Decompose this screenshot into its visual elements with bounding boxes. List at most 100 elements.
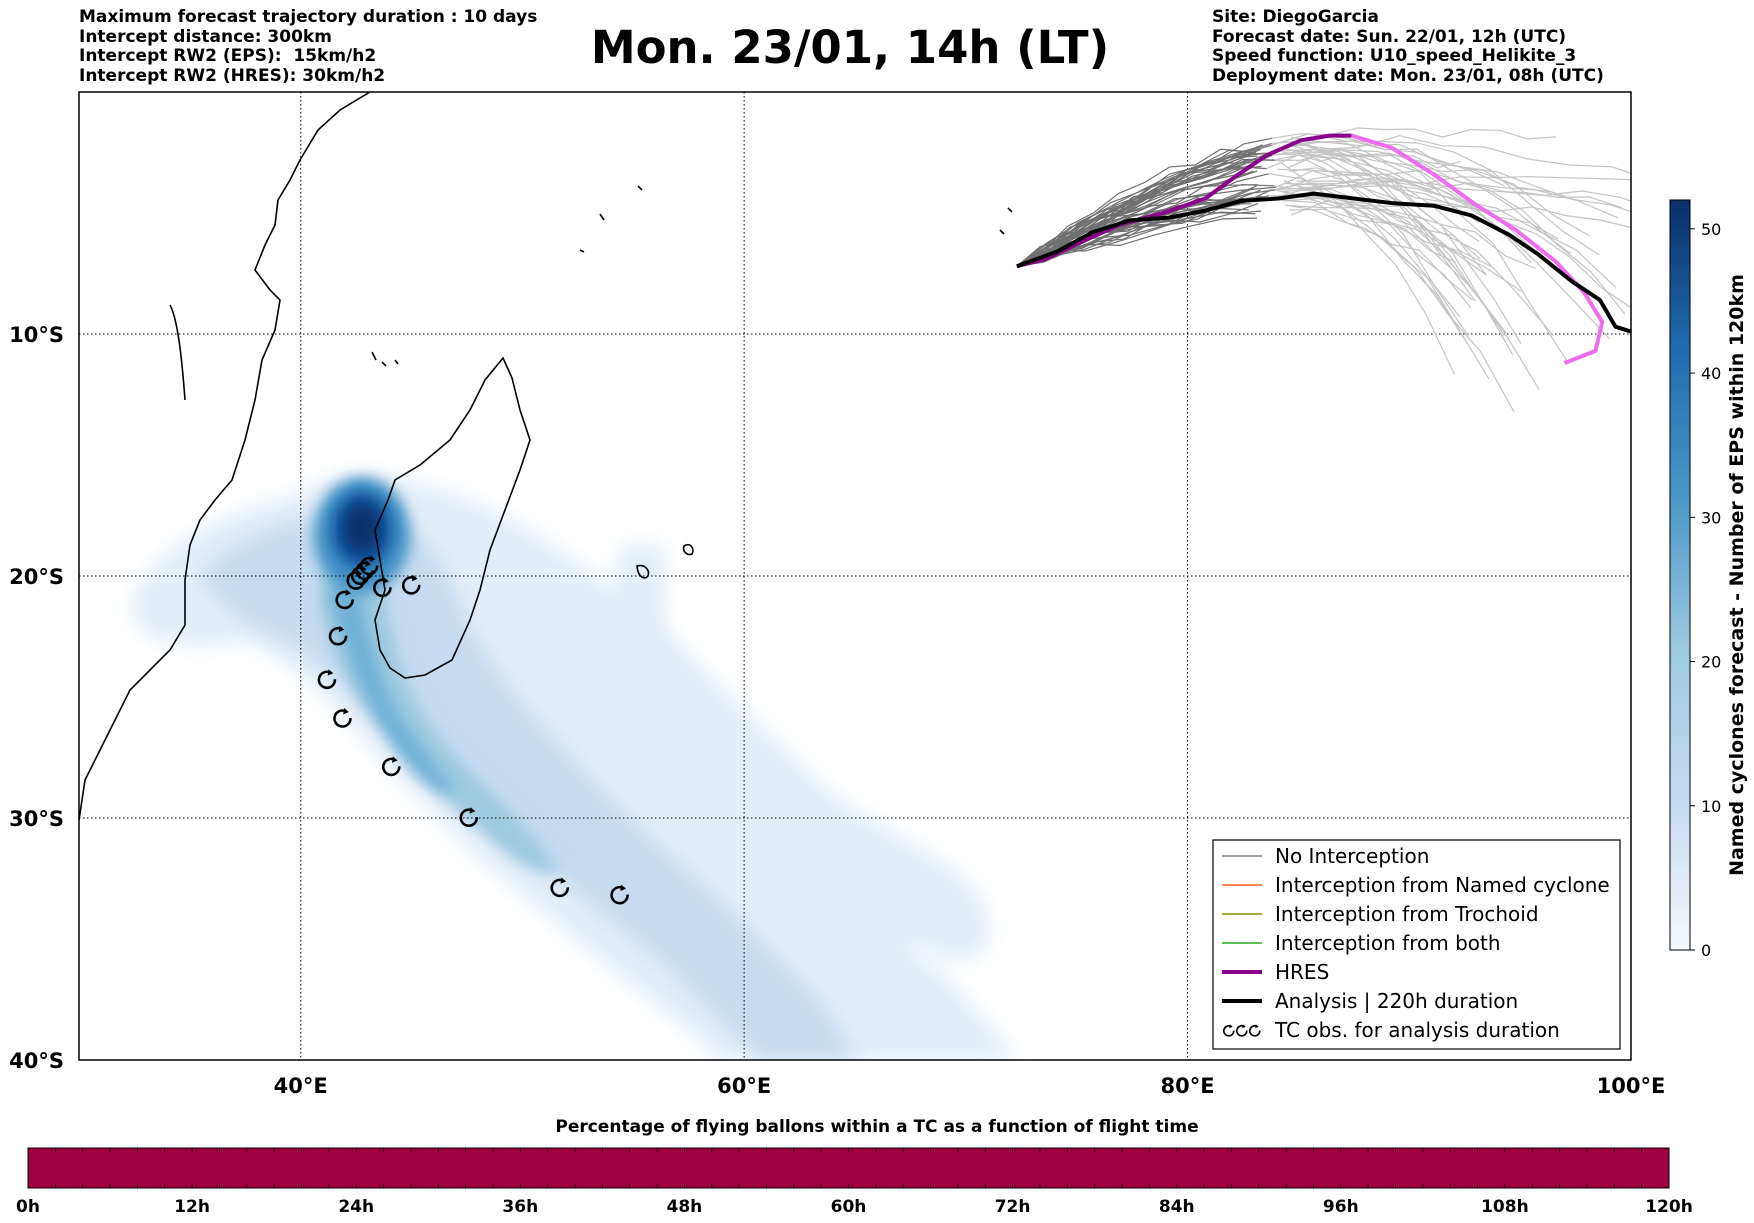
legend-label: Interception from Trochoid (1275, 902, 1539, 926)
legend-label: TC obs. for analysis duration (1274, 1018, 1560, 1042)
tc-symbol-icon (381, 756, 401, 777)
lat-tick-label: 20°S (9, 565, 64, 589)
tc-symbol-icon (550, 877, 569, 898)
legend-tc-symbol-icon (1223, 1024, 1261, 1037)
ensemble-track (1282, 152, 1469, 203)
time-tick-label: 108h (1481, 1197, 1529, 1217)
ensemble-track (1016, 137, 1273, 267)
time-tick-label: 120h (1645, 1197, 1693, 1217)
legend-box (1212, 839, 1621, 1050)
coastline-comoros (371, 351, 399, 367)
colorbar-tick-label: 40 (1701, 364, 1721, 383)
ensemble-track (1272, 135, 1631, 174)
analysis-track (1016, 191, 1631, 334)
ensemble-track (1016, 197, 1244, 267)
lat-tick-label: 30°S (9, 807, 64, 831)
tc-symbol-icon (610, 884, 629, 905)
flight-time-tick-labels: 0h 12h 24h 36h 48h 60h 72h 84h 96h 108h … (16, 1197, 1693, 1217)
colorbar-tick-label: 20 (1701, 653, 1721, 672)
tc-symbol-icon (1249, 1024, 1261, 1037)
colorbar-tick-label: 10 (1701, 797, 1721, 816)
page-title: Mon. 23/01, 14h (LT) (590, 21, 1110, 74)
lat-tick-label: 10°S (9, 323, 64, 347)
legend-label: No Interception (1275, 844, 1429, 868)
colorbar-ramp (1669, 199, 1691, 951)
ensemble-track (1275, 189, 1457, 264)
tc-symbol-icon (335, 589, 354, 610)
colorbar-tick-label: 30 (1701, 508, 1721, 527)
tc-symbol-icon (346, 570, 366, 590)
hres-late-track (1351, 133, 1605, 365)
tc-symbol-icon (317, 669, 337, 690)
legend-items: No Interception Interception from Named … (1222, 844, 1610, 1042)
colorbar-tick-label: 0 (1701, 941, 1711, 960)
header-info-left: Maximum forecast trajectory duration : 1… (79, 7, 538, 86)
coastline-africa (79, 92, 371, 821)
flight-time-bar: 0h 12h 24h 36h 48h 60h 72h 84h 96h 108h … (16, 1147, 1693, 1217)
lon-tick-labels: 40°E 60°E 80°E 100°E (274, 1074, 1666, 1098)
ensemble-track (1295, 188, 1540, 391)
coastline-seychelles (579, 185, 643, 253)
time-tick-label: 96h (1323, 1197, 1359, 1217)
tc-symbol-icon (373, 577, 392, 598)
ensemble-track (1281, 147, 1474, 292)
header-line: Intercept RW2 (HRES): 30km/h2 (79, 65, 386, 86)
tc-symbol-icon (1236, 1024, 1248, 1037)
ensemble-track (1266, 148, 1553, 193)
tc-symbol-icon (459, 807, 479, 827)
ensemble-track (1016, 149, 1257, 267)
ensemble-track (1273, 153, 1461, 169)
header-line: Maximum forecast trajectory duration : 1… (79, 7, 538, 27)
time-tick-label: 24h (338, 1197, 374, 1217)
colorbar-label: Named cyclones forecast - Number of EPS … (1726, 274, 1748, 876)
lat-tick-label: 40°S (9, 1049, 64, 1073)
colorbar-tick-label: 50 (1701, 220, 1721, 239)
header-info-right: Site: DiegoGarcia Forecast date: Sun. 22… (1212, 7, 1604, 86)
time-tick-label: 36h (502, 1197, 538, 1217)
header-line: Site: DiegoGarcia (1212, 7, 1379, 27)
flight-time-bar-fill (27, 1147, 1670, 1189)
header-line: Deployment date: Mon. 23/01, 08h (UTC) (1212, 65, 1604, 86)
coastline-lake (169, 304, 186, 401)
ensemble-track (1279, 161, 1456, 375)
ensemble-track (1286, 152, 1626, 315)
tc-symbol-icon (1223, 1024, 1235, 1037)
tc-symbol-icon (350, 565, 370, 585)
time-tick-label: 84h (1159, 1197, 1195, 1217)
gridlines (79, 92, 1631, 1060)
lon-tick-label: 100°E (1597, 1074, 1666, 1098)
lat-tick-labels: 10°S 20°S 30°S 40°S (9, 323, 64, 1073)
density-layer (130, 476, 1020, 1060)
density-peak-core (344, 504, 380, 552)
header-line: Intercept RW2 (EPS): 15km/h2 (79, 46, 377, 66)
lon-tick-label: 80°E (1161, 1074, 1215, 1098)
colorbar: 0 10 20 30 40 50 Named cyclones forecast… (1669, 199, 1748, 960)
ensemble-track (1266, 144, 1487, 276)
ensemble-track (1274, 159, 1469, 336)
ensemble-track (1016, 153, 1274, 267)
coastlines (79, 92, 1013, 821)
time-tick-label: 12h (174, 1197, 210, 1217)
ensemble-track (1291, 205, 1537, 270)
flight-time-ticks (27, 1148, 1670, 1188)
ensemble-track (1016, 158, 1275, 267)
time-tick-label: 48h (667, 1197, 703, 1217)
lon-tick-label: 40°E (274, 1074, 328, 1098)
ensemble-track (1281, 199, 1515, 412)
colorbar-ticks (1690, 228, 1695, 951)
density-contour-core (320, 553, 560, 873)
ensemble-track (1016, 154, 1273, 267)
tc-observations (317, 555, 629, 905)
legend-label: Analysis | 220h duration (1275, 989, 1518, 1013)
ensemble-track (1271, 180, 1622, 208)
flight-time-bar-title: Percentage of flying ballons within a TC… (555, 1117, 1199, 1137)
density-contour-east (600, 545, 820, 830)
ensemble-track (1272, 127, 1557, 140)
header-line: Speed function: U10_speed_Helikite_3 (1212, 46, 1577, 66)
ensemble-track (1016, 148, 1261, 267)
lon-tick-label: 60°E (717, 1074, 771, 1098)
time-tick-label: 72h (995, 1197, 1031, 1217)
header-line: Intercept distance: 300km (79, 26, 332, 47)
ensemble-trajectories (1016, 127, 1631, 412)
